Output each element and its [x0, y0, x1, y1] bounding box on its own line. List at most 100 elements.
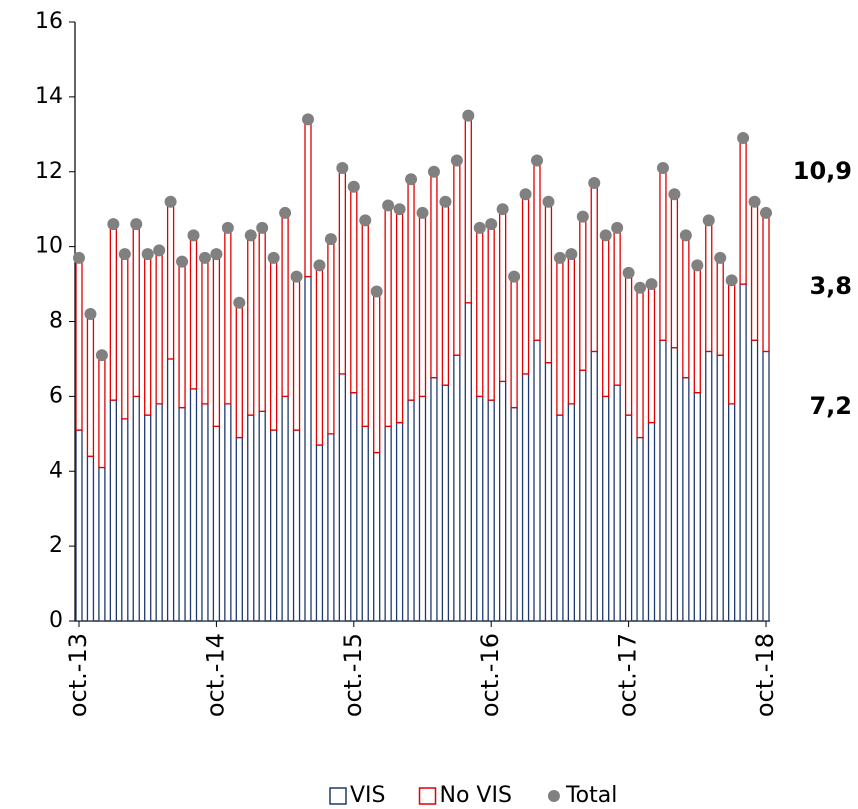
bar-segment	[292, 429, 301, 622]
bar-segment	[189, 388, 198, 622]
bar-segment	[407, 178, 415, 401]
bar-segment	[269, 429, 278, 622]
bar-segment	[338, 167, 347, 375]
bar-segment	[682, 377, 690, 622]
bar-segment	[636, 436, 644, 622]
bar-segment	[75, 429, 83, 622]
bar-segment	[132, 395, 140, 622]
bar-segment	[407, 399, 415, 622]
end-label: 3,8	[809, 272, 852, 300]
total-dot	[324, 233, 337, 246]
total-dot	[668, 188, 681, 201]
total-dot	[153, 244, 166, 257]
total-dot	[691, 259, 704, 272]
total-dot	[290, 270, 303, 283]
bar-segment	[476, 227, 484, 398]
total-dot	[164, 195, 177, 208]
bar-segment	[224, 227, 232, 405]
total-dot	[187, 229, 200, 242]
total-dot	[313, 259, 326, 272]
total-dot	[450, 154, 463, 167]
bar-segment	[693, 391, 701, 622]
bar-segment	[430, 377, 438, 622]
legend-label: No VIS	[440, 783, 512, 808]
total-dot	[370, 285, 383, 298]
y-tick-label: 2	[49, 533, 63, 558]
legend-label: Total	[565, 783, 617, 808]
bar-segment	[86, 455, 95, 622]
y-tick-label: 6	[49, 383, 63, 408]
bar-segment	[201, 257, 209, 405]
total-dot	[737, 132, 750, 145]
y-tick-label: 16	[35, 9, 63, 34]
total-dot	[130, 218, 143, 231]
end-label: 10,9	[793, 157, 852, 185]
bar-segment	[75, 257, 83, 431]
bar-segment	[739, 283, 747, 622]
bar-segment	[155, 249, 163, 405]
x-tick-label: oct.-18	[751, 633, 779, 717]
bar-segment	[647, 283, 656, 424]
bar-segment	[693, 264, 701, 394]
total-dot	[279, 206, 292, 219]
total-dot	[107, 218, 120, 231]
bar-segment	[705, 350, 713, 622]
bar-segment	[201, 403, 209, 622]
y-tick-label: 8	[49, 309, 63, 334]
total-dot	[611, 221, 624, 234]
bar-segment	[453, 354, 461, 622]
bar-segment	[544, 201, 553, 364]
bar-segment	[739, 137, 747, 285]
legend-marker	[547, 790, 560, 802]
bar-segment	[395, 208, 404, 424]
total-dot	[359, 214, 372, 227]
legend-label: VIS	[350, 783, 386, 808]
total-dot	[714, 251, 727, 264]
bar-segment	[304, 118, 312, 278]
bar-segment	[235, 302, 243, 439]
bar-segment	[418, 395, 427, 622]
x-tick-label: oct.-13	[64, 633, 92, 717]
bar-segment	[498, 208, 507, 383]
total-dot	[576, 210, 589, 223]
bar-segment	[189, 234, 198, 390]
bar-segment	[613, 227, 621, 386]
total-dot	[416, 206, 429, 219]
bar-segment	[361, 219, 369, 427]
total-dot	[542, 195, 555, 208]
bar-segment	[728, 403, 736, 622]
y-tick-label: 10	[35, 234, 63, 259]
bar-segment	[178, 260, 186, 409]
bar-segment	[361, 425, 369, 622]
bar-segment	[567, 253, 575, 405]
y-tick-label: 4	[49, 458, 63, 483]
bar-segment	[224, 403, 232, 622]
bar-segment	[647, 421, 656, 622]
bar-segment	[395, 421, 404, 622]
bar-segment	[613, 384, 621, 622]
bar-segment	[281, 212, 289, 398]
bar-segment	[132, 223, 140, 398]
bar-segment	[98, 466, 106, 622]
bar-segment	[418, 212, 427, 398]
bar-segment	[476, 395, 484, 622]
bar-segment	[762, 208, 770, 353]
bar-segment	[670, 347, 679, 622]
bar-segment	[178, 406, 186, 622]
total-dot	[347, 180, 360, 193]
bar-segment	[579, 216, 587, 371]
total-dot	[496, 203, 509, 216]
bar-segment	[315, 264, 324, 446]
bar-segment	[487, 399, 495, 622]
bar-segment	[590, 182, 598, 353]
bar-segment	[464, 302, 472, 622]
bar-segment	[544, 362, 553, 622]
x-tick-label: oct.-16	[476, 633, 504, 717]
bar-segment	[464, 114, 472, 304]
bar-segment	[521, 193, 530, 375]
total-dot	[531, 154, 543, 167]
bar-segment	[373, 290, 381, 454]
bar-segment	[109, 223, 117, 401]
bar-segment	[556, 414, 564, 622]
total-dot	[256, 221, 269, 234]
